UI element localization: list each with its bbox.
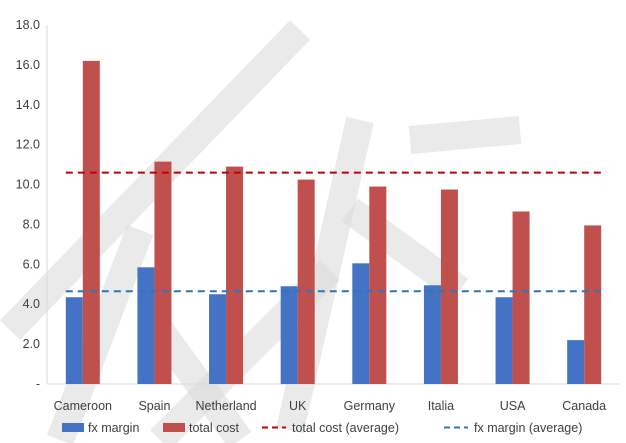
bar-fx-margin: [567, 340, 585, 384]
y-tick-label: 2.0: [23, 337, 40, 351]
legend-total-cost-average: total cost (average): [262, 421, 399, 435]
y-tick-label: 4.0: [23, 297, 40, 311]
bar-total-cost: [369, 186, 387, 384]
watermark-stroke: [46, 225, 154, 443]
x-tick-label: Italia: [428, 399, 454, 413]
bar-fx-margin: [65, 297, 83, 384]
y-tick-label: 14.0: [16, 98, 40, 112]
x-tick-label: Netherland: [195, 399, 256, 413]
bar-total-cost: [226, 166, 244, 384]
x-tick-label: UK: [289, 399, 307, 413]
bar-total-cost: [82, 60, 100, 385]
x-tick-label: Canada: [562, 399, 606, 413]
x-tick-label: Germany: [344, 399, 396, 413]
x-tick-label: Spain: [138, 399, 170, 413]
average-lines: [65, 171, 602, 293]
y-tick-label: 12.0: [16, 138, 40, 152]
y-axis-ticks: - 2.0 4.0 6.0 8.0 10.0 12.0 14.0 16.0 18.0: [16, 18, 40, 391]
y-tick-label: -: [36, 377, 40, 391]
legend-fx-margin: fx margin: [62, 421, 139, 435]
bar-total-cost: [512, 211, 530, 384]
bar-fx-margin: [137, 267, 155, 384]
bar-total-cost: [154, 161, 172, 384]
bar-fx-margin: [280, 286, 298, 384]
bar-total-cost: [584, 225, 602, 384]
bar-fx-margin: [423, 285, 441, 384]
legend-fx-margin-average: fx margin (average): [444, 421, 582, 435]
y-tick-label: 10.0: [16, 178, 40, 192]
bar-total-cost: [440, 189, 458, 384]
x-tick-label: Cameroon: [54, 399, 112, 413]
y-tick-label: 8.0: [23, 217, 40, 231]
watermark-stroke: [148, 321, 252, 443]
y-tick-label: 6.0: [23, 257, 40, 271]
x-tick-label: USA: [500, 399, 526, 413]
y-tick-label: 18.0: [16, 18, 40, 32]
x-axis-ticks: Cameroon Spain Netherland UK Germany Italia US…: [54, 399, 606, 413]
bar-fx-margin: [352, 263, 370, 384]
legend: fx margin total cost total cost (average) f…: [62, 421, 582, 435]
bar-total-cost: [297, 179, 315, 384]
legend-label: total cost: [189, 421, 240, 435]
legend-label: fx margin (average): [474, 421, 582, 435]
bar-fx-margin: [209, 294, 227, 384]
bars: [65, 60, 602, 385]
legend-swatch: [163, 423, 185, 432]
bar-fx-margin: [495, 297, 513, 384]
legend-label: fx margin: [88, 421, 139, 435]
legend-total-cost: total cost: [163, 421, 240, 435]
legend-swatch: [62, 423, 84, 432]
watermark-stroke: [408, 116, 522, 154]
y-tick-label: 16.0: [16, 58, 40, 72]
legend-label: total cost (average): [292, 421, 399, 435]
